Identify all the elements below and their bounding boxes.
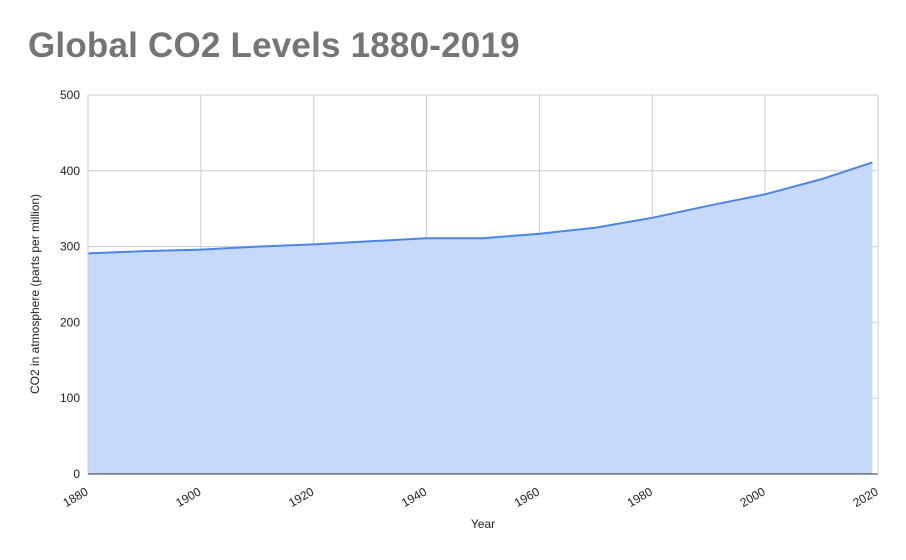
x-tick-label: 2000: [738, 484, 768, 510]
x-tick-label: 1900: [173, 484, 203, 510]
chart-title: Global CO2 Levels 1880-2019: [28, 26, 520, 65]
y-tick-label: 300: [60, 240, 80, 254]
x-axis-label: Year: [471, 517, 495, 531]
y-tick-labels: 0 100 200 300 400 500: [60, 88, 80, 481]
area-fill: [88, 162, 873, 474]
y-tick-label: 100: [60, 391, 80, 405]
y-tick-label: 500: [60, 88, 80, 102]
x-tick-label: 2020: [850, 484, 880, 510]
y-axis-label: CO2 in atmosphere (parts per million): [28, 194, 42, 394]
x-tick-labels: 1880 1900 1920 1940 1960 1980 2000 2020: [60, 484, 880, 510]
x-tick-label: 1960: [512, 484, 542, 510]
series-line: [87, 161, 873, 255]
x-tick-label: 1940: [399, 484, 429, 510]
y-tick-label: 400: [60, 164, 80, 178]
axes: [87, 94, 879, 475]
x-tick-label: 1880: [60, 484, 90, 510]
x-tick-label: 1980: [625, 484, 655, 510]
area-series: [87, 161, 873, 474]
y-tick-label: 0: [73, 467, 80, 481]
y-tick-label: 200: [60, 315, 80, 329]
x-tick-label: 1920: [286, 484, 316, 510]
